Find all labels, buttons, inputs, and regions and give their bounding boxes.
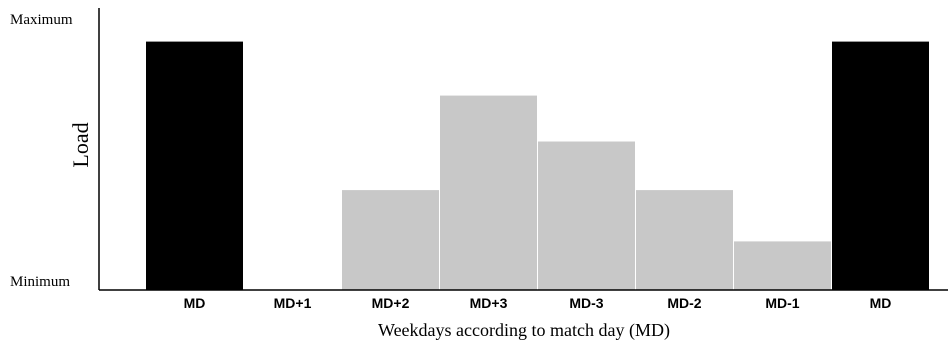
x-axis-label: Weekdays according to match day (MD) — [378, 320, 670, 341]
x-tick-labels: MD MD+1 MD+2 MD+3 MD-3 MD-2 MD-1 MD — [184, 295, 892, 311]
x-tick-label-4: MD+3 — [470, 295, 508, 311]
x-tick-label-8: MD — [870, 295, 892, 311]
bar-5 — [538, 141, 635, 290]
bar-3 — [342, 190, 439, 290]
y-tick-label-maximum: Maximum — [10, 12, 73, 28]
x-tick-label-7: MD-1 — [765, 295, 799, 311]
bar-7 — [734, 241, 831, 290]
x-tick-label-2: MD+1 — [274, 295, 312, 311]
y-axis-label: Load — [68, 122, 93, 167]
bars-group — [146, 41, 929, 290]
x-tick-label-3: MD+2 — [372, 295, 410, 311]
bar-6 — [636, 190, 733, 290]
bar-4 — [440, 95, 537, 290]
x-tick-label-1: MD — [184, 295, 206, 311]
bar-1 — [146, 41, 243, 290]
y-tick-label-minimum: Minimum — [10, 274, 70, 290]
bar-8 — [832, 41, 929, 290]
x-tick-label-5: MD-3 — [569, 295, 603, 311]
x-tick-label-6: MD-2 — [667, 295, 701, 311]
